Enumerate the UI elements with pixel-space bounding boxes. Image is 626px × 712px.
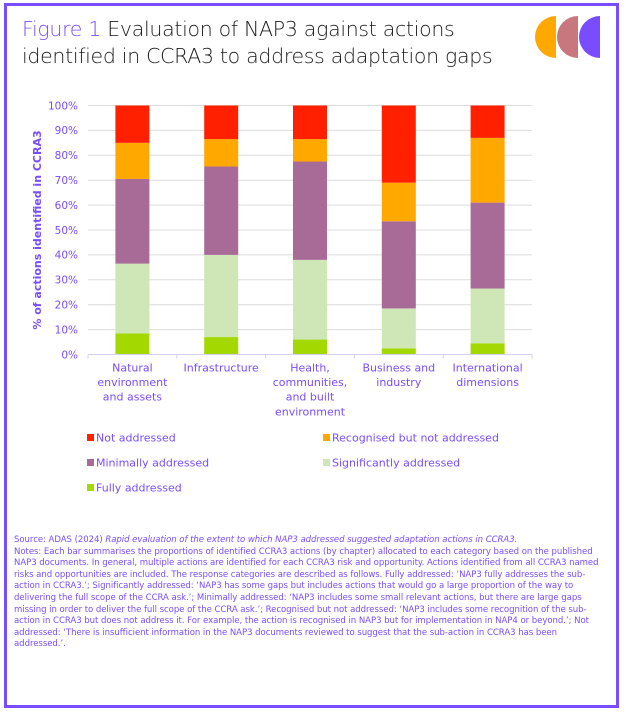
legend-item: Not addressed [87, 432, 176, 445]
bar-segment [470, 137, 505, 203]
bar-segment [293, 139, 327, 162]
legend-item: Minimally addressed [87, 457, 209, 470]
source-prefix: Source: ADAS (2024) [14, 535, 106, 545]
notes-body: Notes: Each bar summarises the proportio… [14, 546, 599, 650]
bar-segment [115, 178, 150, 264]
y-tick-label: 30% [55, 275, 78, 287]
legend-item: Significantly addressed [323, 457, 460, 470]
logo-icon [535, 16, 600, 58]
bar-segment [115, 263, 150, 334]
legend-label: Minimally addressed [96, 457, 209, 470]
bar-segment [204, 105, 239, 140]
bar-segment [470, 343, 505, 355]
bar-segment [381, 221, 416, 309]
bar-segment [293, 259, 327, 340]
bar-segment [115, 142, 150, 179]
legend-swatch [323, 459, 330, 466]
source-title: Rapid evaluation of the extent to which … [105, 535, 518, 545]
logo-half-circle-2 [557, 16, 578, 58]
y-tick-label: 70% [55, 175, 78, 187]
bar-segment [204, 254, 239, 338]
bar-segment [470, 105, 505, 138]
y-tick-label: 0% [61, 349, 78, 361]
x-tick-label: Health, communities, and built environment [273, 362, 348, 419]
bars [115, 105, 505, 355]
x-tick-labels: Natural environment and assets Infrastructu… [97, 362, 522, 419]
legend-label: Significantly addressed [332, 457, 460, 470]
logo-half-circle-1 [535, 16, 556, 58]
y-tick-label: 80% [55, 150, 78, 162]
y-tick-labels: 0% 10% 20% 30% 40% 50% 60% 70% 80% 90% 100% [48, 100, 78, 361]
bar-segment [470, 202, 505, 289]
legend-swatch [323, 434, 330, 441]
bar-segment [115, 105, 150, 143]
legend-swatch [87, 434, 94, 441]
bar-segment [293, 339, 327, 355]
bar-segment [204, 337, 239, 355]
y-tick-label: 50% [55, 225, 78, 237]
y-tick-label: 20% [55, 300, 78, 312]
bar-segment [381, 308, 416, 349]
stacked-bar-chart: 0% 10% 20% 30% 40% 50% 60% 70% 80% 90% 100% % of a… [31, 100, 533, 495]
bar-segment [293, 105, 327, 140]
legend-item: Fully addressed [87, 482, 182, 495]
logo-half-circle-3 [579, 16, 600, 58]
x-tick-marks [87, 354, 533, 359]
bar-segment [470, 288, 505, 344]
y-tick-label: 10% [55, 324, 78, 336]
bar-segment [204, 166, 239, 255]
x-tick-label: Business and industry [362, 362, 435, 390]
bar-segment [381, 105, 416, 183]
bar-segment [293, 161, 327, 260]
y-tick-label: 90% [55, 125, 78, 137]
y-tick-label: 60% [55, 200, 78, 212]
legend-label: Not addressed [96, 432, 176, 445]
legend-item: Recognised but not addressed [323, 432, 499, 445]
legend: Not addressed Recognised but not addresse… [87, 432, 499, 495]
figure-title-text: Evaluation of NAP3 against actions ident… [22, 17, 493, 68]
bar-segment [204, 139, 239, 167]
legend-swatch [87, 484, 94, 491]
legend-label: Fully addressed [96, 482, 182, 495]
bar-segment [115, 333, 150, 355]
bar-segment [381, 348, 416, 355]
x-tick-label: International dimensions [452, 362, 522, 390]
figure-notes: Source: ADAS (2024) Rapid evaluation of … [14, 535, 610, 651]
y-tick-label: 100% [48, 100, 78, 112]
y-axis-label: % of actions identified in CCRA3 [31, 130, 44, 329]
x-tick-label: Infrastructure [184, 362, 260, 375]
y-tick-label: 40% [55, 250, 78, 262]
legend-label: Recognised but not addressed [332, 432, 499, 445]
figure-title: Figure 1 Evaluation of NAP3 against acti… [22, 16, 522, 70]
source-line: Source: ADAS (2024) Rapid evaluation of … [14, 535, 610, 547]
bar-segment [381, 182, 416, 222]
legend-swatch [87, 459, 94, 466]
figure-label: Figure 1 [22, 17, 102, 41]
x-tick-label: Natural environment and assets [97, 362, 168, 404]
figure-frame [4, 3, 619, 708]
